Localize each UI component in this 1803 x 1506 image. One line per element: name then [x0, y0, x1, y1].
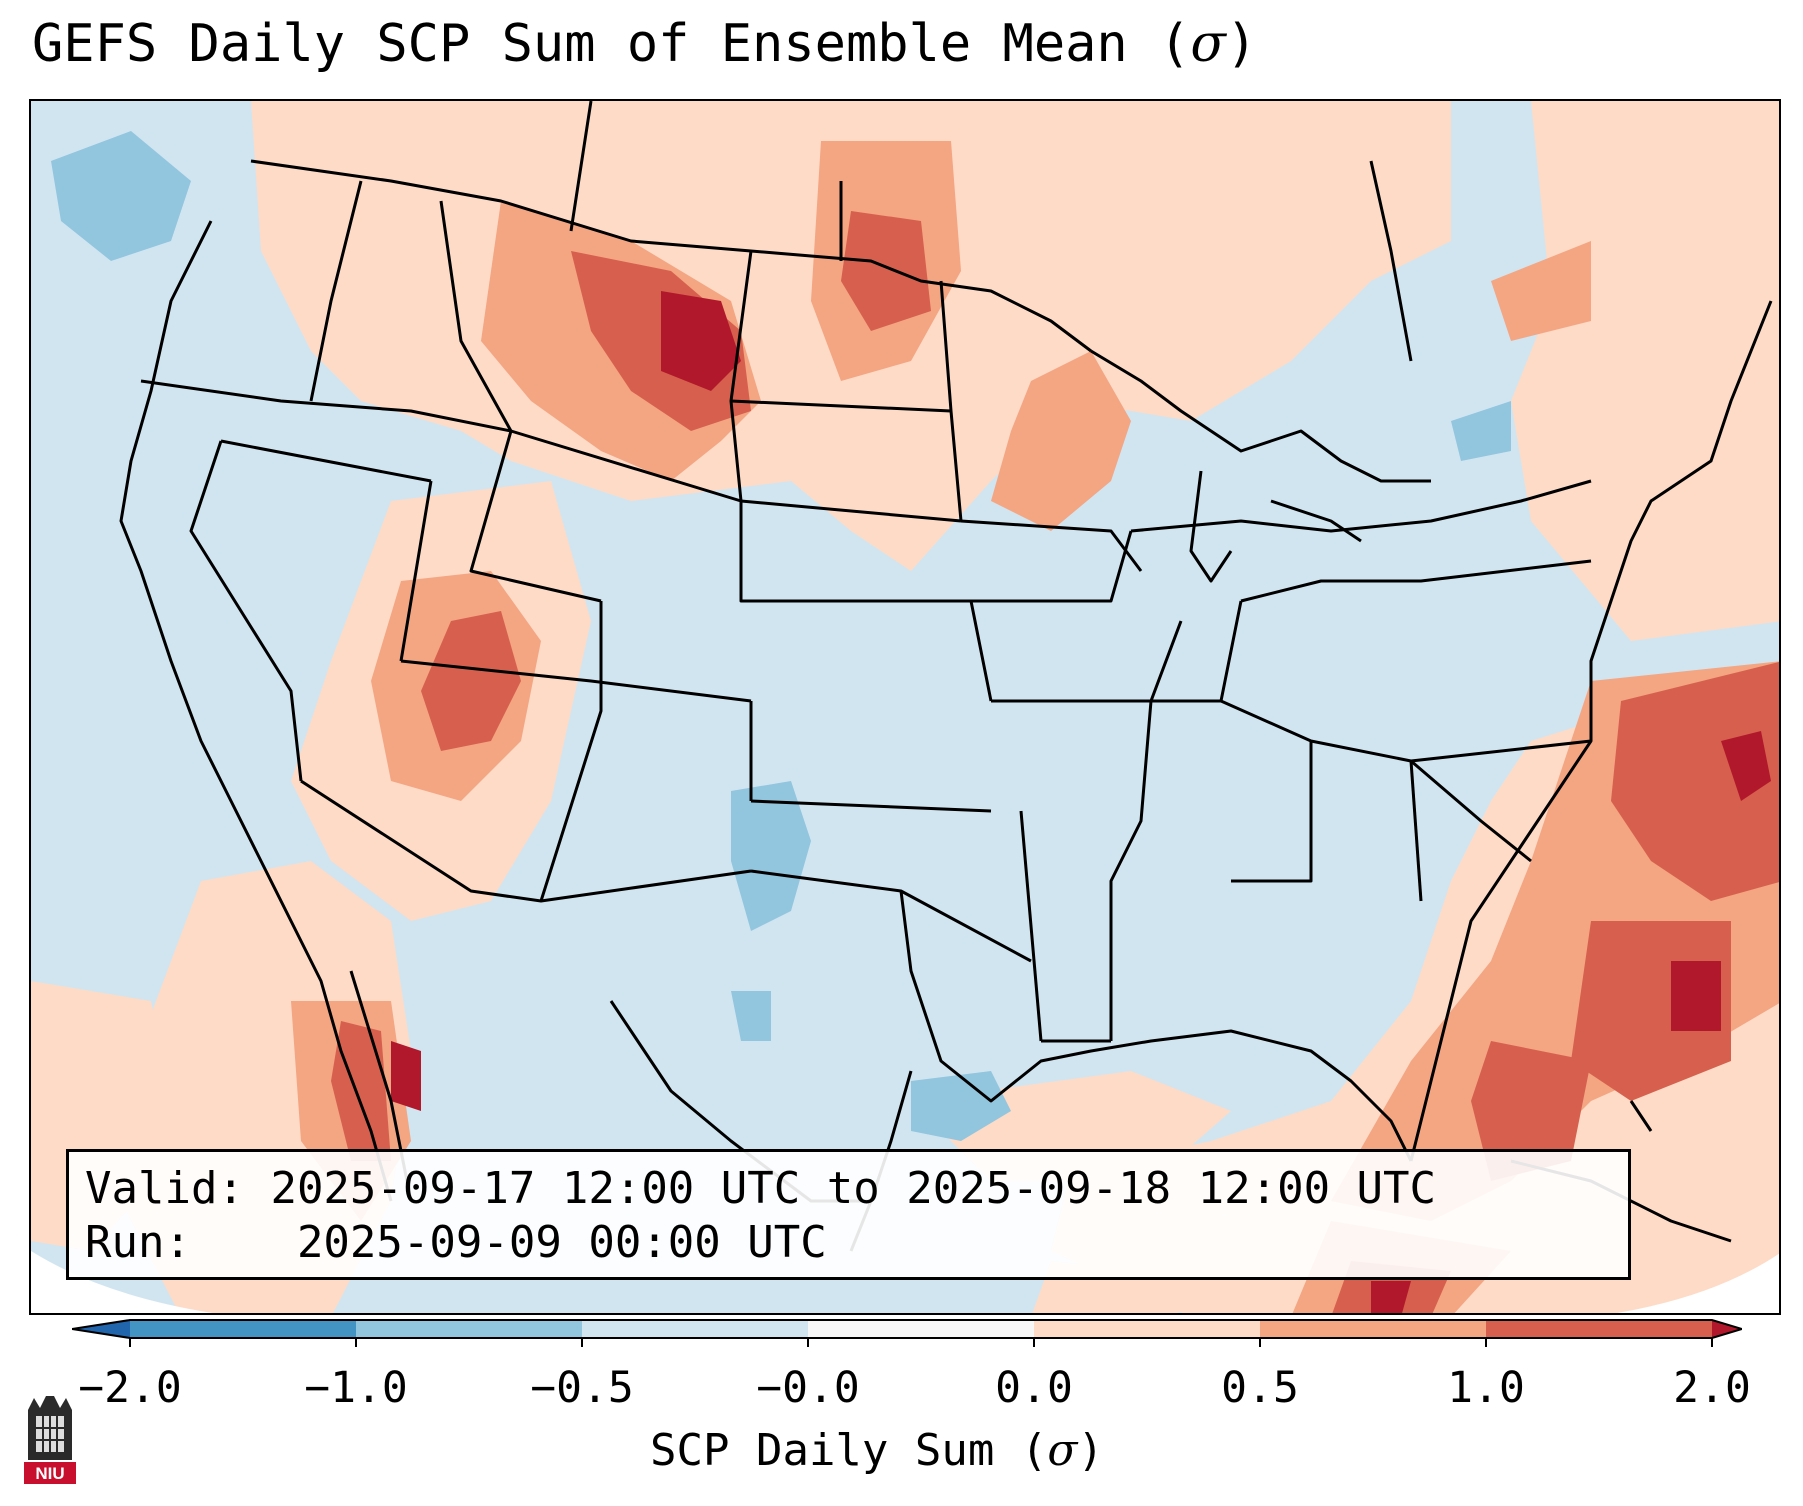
colorbar-extension-high: [1712, 1320, 1742, 1338]
colorbar-tick-label: −1.0: [304, 1363, 408, 1413]
colorbar-segment: [1486, 1320, 1713, 1338]
colorbar-tick-label: −0.5: [530, 1363, 634, 1413]
colorbar-tick-label: −0.0: [756, 1363, 860, 1413]
niu-logo: NIU: [24, 1396, 76, 1484]
valid-run-info-box: Valid: 2025-09-17 12:00 UTC to 2025-09-1…: [66, 1149, 1631, 1280]
anomaly-fill-neg-1.0-0.5: [51, 131, 1511, 1141]
colorbar-tick-label: 0.0: [995, 1363, 1073, 1413]
colorbar-tick-label: −2.0: [78, 1363, 182, 1413]
map-panel[interactable]: [29, 99, 1781, 1315]
map-canvas: [31, 101, 1779, 1313]
colorbar-extension-low: [72, 1320, 130, 1338]
niu-logo-text: NIU: [35, 1464, 64, 1483]
outside-domain-se: [1616, 1253, 1779, 1313]
colorbar-tick-label: 2.0: [1673, 1363, 1751, 1413]
valid-row: Valid: 2025-09-17 12:00 UTC to 2025-09-1…: [85, 1163, 1437, 1214]
outside-domain-sw: [31, 1251, 213, 1313]
colorbar-segment: [808, 1320, 1035, 1338]
colorbar-segment: [130, 1320, 357, 1338]
colorbar-segment: [1034, 1320, 1261, 1338]
colorbar-tick-label: 0.5: [1221, 1363, 1299, 1413]
chart-title: GEFS Daily SCP Sum of Ensemble Mean (σ): [32, 14, 1258, 74]
colorbar-label: SCP Daily Sum (σ): [650, 1425, 1104, 1476]
colorbar-tick-label: 1.0: [1447, 1363, 1525, 1413]
colorbar: [72, 1319, 1742, 1347]
colorbar-segment: [356, 1320, 583, 1338]
colorbar-segment: [1260, 1320, 1487, 1338]
anomaly-fill-gt-2.0: [391, 291, 1771, 1313]
run-row: Run: 2025-09-09 00:00 UTC: [85, 1217, 827, 1268]
colorbar-segment: [582, 1320, 809, 1338]
